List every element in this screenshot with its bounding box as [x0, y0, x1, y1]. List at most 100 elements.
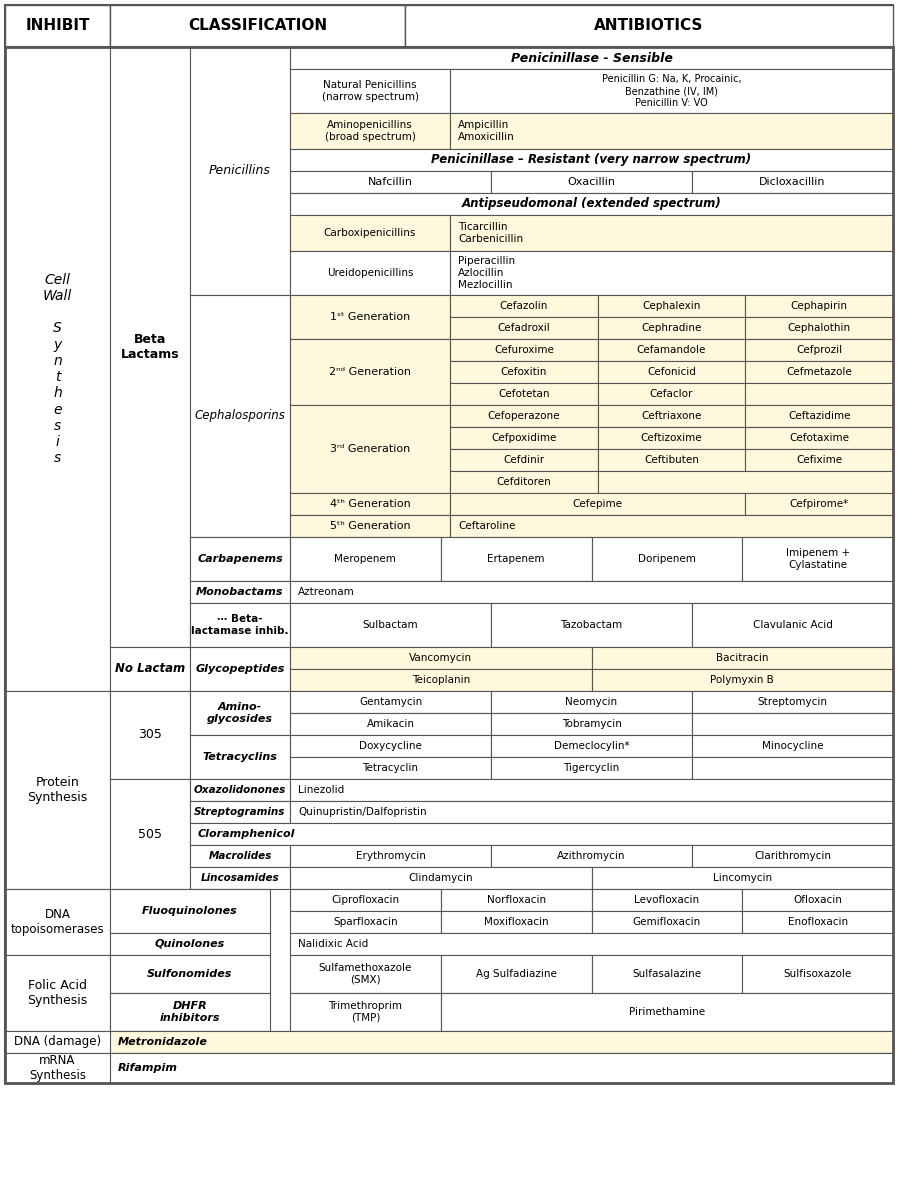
Text: Meropenem: Meropenem: [335, 554, 396, 564]
Text: Penicinillase - Sensible: Penicinillase - Sensible: [510, 52, 672, 65]
Text: INHIBIT: INHIBIT: [25, 18, 90, 34]
Bar: [450, 113, 893, 149]
Bar: [692, 845, 893, 866]
Bar: [290, 113, 450, 149]
Text: Cefotaxime: Cefotaxime: [789, 433, 850, 443]
Text: CLASSIFICATION: CLASSIFICATION: [188, 18, 327, 34]
Text: Ureidopenicillins: Ureidopenicillins: [327, 268, 413, 278]
Bar: [598, 383, 745, 404]
Bar: [5, 47, 893, 1082]
Text: Penicillin G: Na, K, Procainic,
Benzathine (IV, IM)
Penicillin V: VO: Penicillin G: Na, K, Procainic, Benzathi…: [602, 74, 742, 108]
Text: Cefadroxil: Cefadroxil: [498, 323, 550, 332]
Bar: [290, 404, 450, 493]
Bar: [450, 317, 598, 338]
Text: Azithromycin: Azithromycin: [557, 851, 626, 862]
Bar: [290, 934, 893, 955]
Bar: [110, 955, 270, 994]
Text: Sulfasalazine: Sulfasalazine: [633, 970, 701, 979]
Text: Ertapenem: Ertapenem: [488, 554, 544, 564]
Text: Cefprozil: Cefprozil: [796, 346, 842, 355]
Text: Minocycline: Minocycline: [761, 740, 824, 751]
Text: Penicinillase – Resistant (very narrow spectrum): Penicinillase – Resistant (very narrow s…: [431, 154, 752, 167]
Bar: [290, 889, 441, 911]
Text: Ciprofloxacin: Ciprofloxacin: [331, 895, 400, 905]
Bar: [742, 955, 893, 994]
Text: Ag Sulfadiazine: Ag Sulfadiazine: [476, 970, 556, 979]
Text: Cefepime: Cefepime: [572, 499, 623, 509]
Text: Carbapenems: Carbapenems: [197, 554, 283, 564]
Bar: [742, 911, 893, 934]
Text: Levofloxacin: Levofloxacin: [634, 895, 699, 905]
Text: Cefoxitin: Cefoxitin: [500, 367, 547, 377]
Bar: [692, 713, 893, 734]
Bar: [450, 68, 893, 113]
Text: Nafcillin: Nafcillin: [368, 176, 413, 187]
Text: Rifampim: Rifampim: [118, 1063, 178, 1073]
Text: Enofloxacin: Enofloxacin: [788, 917, 848, 926]
Text: Cephalexin: Cephalexin: [643, 301, 701, 311]
Bar: [745, 383, 893, 404]
Bar: [598, 338, 745, 361]
Bar: [441, 538, 591, 581]
Text: Aminopenicillins
(broad spectrum): Aminopenicillins (broad spectrum): [325, 120, 416, 142]
Text: Cefazolin: Cefazolin: [500, 301, 548, 311]
Bar: [591, 538, 742, 581]
Text: Tobramycin: Tobramycin: [562, 719, 621, 728]
Bar: [450, 295, 598, 317]
Text: Aztreonam: Aztreonam: [298, 587, 355, 596]
Text: Sulfonomides: Sulfonomides: [148, 970, 233, 979]
Text: 1ˢᵗ Generation: 1ˢᵗ Generation: [330, 312, 410, 322]
Bar: [450, 383, 598, 404]
Text: Cloramphenicol: Cloramphenicol: [198, 829, 295, 839]
Bar: [190, 779, 290, 802]
Bar: [450, 338, 598, 361]
Text: Tazobactam: Tazobactam: [561, 620, 623, 630]
Bar: [692, 734, 893, 757]
Text: Cell
Wall

S
y
n
t
h
e
s
i
s: Cell Wall S y n t h e s i s: [43, 272, 72, 466]
Text: Cefuroxime: Cefuroxime: [494, 346, 554, 355]
Bar: [491, 757, 692, 779]
Bar: [190, 47, 290, 295]
Text: Glycopeptides: Glycopeptides: [195, 664, 284, 674]
Bar: [491, 713, 692, 734]
Bar: [190, 538, 290, 581]
Text: Ceftazidime: Ceftazidime: [788, 410, 850, 421]
Bar: [110, 5, 405, 47]
Bar: [598, 295, 745, 317]
Bar: [290, 691, 491, 713]
Text: Protein
Synthesis: Protein Synthesis: [27, 776, 87, 804]
Bar: [745, 404, 893, 427]
Bar: [598, 404, 745, 427]
Bar: [290, 251, 450, 295]
Text: Norfloxacin: Norfloxacin: [487, 895, 545, 905]
Bar: [745, 361, 893, 383]
Text: Amino-
glycosides: Amino- glycosides: [207, 702, 273, 724]
Text: Streptomycin: Streptomycin: [758, 697, 827, 707]
Text: Dicloxacillin: Dicloxacillin: [760, 176, 826, 187]
Text: 2ⁿᵈ Generation: 2ⁿᵈ Generation: [329, 367, 411, 377]
Text: Sulfamethoxazole
(SMX): Sulfamethoxazole (SMX): [319, 964, 412, 985]
Text: Polymyxin B: Polymyxin B: [710, 674, 774, 685]
Bar: [692, 757, 893, 779]
Text: Erythromycin: Erythromycin: [356, 851, 426, 862]
Bar: [491, 734, 692, 757]
Text: Penicillins: Penicillins: [209, 164, 271, 178]
Bar: [190, 734, 290, 779]
Text: Streptogramins: Streptogramins: [194, 806, 285, 817]
Text: Oxazolidonones: Oxazolidonones: [194, 785, 286, 794]
Bar: [5, 47, 893, 1082]
Bar: [190, 647, 290, 691]
Bar: [290, 149, 893, 170]
Text: Nalidixic Acid: Nalidixic Acid: [298, 938, 368, 949]
Text: Bacitracin: Bacitracin: [716, 653, 769, 662]
Text: 3ʳᵈ Generation: 3ʳᵈ Generation: [330, 444, 410, 454]
Bar: [290, 647, 591, 670]
Bar: [110, 691, 190, 779]
Text: Doripenem: Doripenem: [638, 554, 696, 564]
Text: mRNA
Synthesis: mRNA Synthesis: [29, 1054, 86, 1082]
Bar: [5, 889, 110, 955]
Text: Tetracyclins: Tetracyclins: [202, 752, 277, 762]
Bar: [110, 889, 270, 934]
Bar: [745, 295, 893, 317]
Bar: [692, 602, 893, 647]
